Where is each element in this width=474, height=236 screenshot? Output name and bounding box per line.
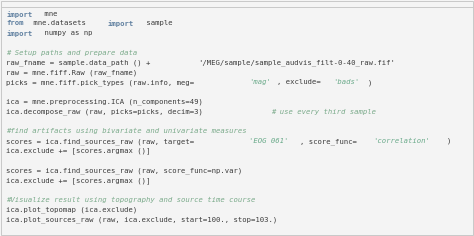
Text: scores = ica.find_sources_raw (raw, target=: scores = ica.find_sources_raw (raw, targ… — [6, 138, 194, 145]
Text: raw = mne.fiff.Raw (raw_fname): raw = mne.fiff.Raw (raw_fname) — [6, 69, 137, 76]
Text: ica.plot_sources_raw (raw, ica.exclude, start=100., stop=103.): ica.plot_sources_raw (raw, ica.exclude, … — [6, 216, 277, 223]
Text: # use every third sample: # use every third sample — [272, 109, 376, 115]
Text: ica.exclude += [scores.argmax ()]: ica.exclude += [scores.argmax ()] — [6, 177, 151, 184]
Text: 'mag': 'mag' — [249, 79, 271, 85]
Text: import: import — [108, 21, 134, 27]
Text: 'EOG 061': 'EOG 061' — [249, 138, 288, 144]
Text: 'bads': 'bads' — [334, 79, 360, 85]
Text: '/MEG/sample/sample_audvis_filt-0-40_raw.fif': '/MEG/sample/sample_audvis_filt-0-40_raw… — [198, 60, 395, 66]
Text: ica = mne.preprocessing.ICA (n_components=49): ica = mne.preprocessing.ICA (n_component… — [6, 99, 203, 105]
Text: , score_func=: , score_func= — [300, 138, 356, 145]
Text: # Setup paths and prepare data: # Setup paths and prepare data — [6, 50, 137, 56]
Text: #Visualize result using topography and source time course: #Visualize result using topography and s… — [6, 197, 255, 203]
Text: ica.plot_topomap (ica.exclude): ica.plot_topomap (ica.exclude) — [6, 206, 137, 213]
Text: #find artifacts using bivariate and univariate measures: #find artifacts using bivariate and univ… — [6, 128, 247, 134]
Text: ica.decompose_raw (raw, picks=picks, decim=3): ica.decompose_raw (raw, picks=picks, dec… — [6, 109, 212, 115]
Text: numpy as np: numpy as np — [40, 30, 92, 36]
Text: mne.datasets: mne.datasets — [29, 21, 90, 26]
Text: ica.exclude += [scores.argmax ()]: ica.exclude += [scores.argmax ()] — [6, 148, 151, 155]
Text: 'correlation': 'correlation' — [373, 138, 430, 144]
Text: raw_fname = sample.data_path () +: raw_fname = sample.data_path () + — [6, 60, 155, 66]
Text: ): ) — [447, 138, 451, 144]
Text: mne: mne — [40, 11, 57, 17]
Text: scores = ica.find_sources_raw (raw, score_func=np.var): scores = ica.find_sources_raw (raw, scor… — [6, 167, 242, 174]
Text: import: import — [6, 30, 32, 37]
Text: ): ) — [367, 79, 372, 86]
Text: sample: sample — [142, 21, 172, 26]
Text: from: from — [6, 21, 24, 26]
Text: picks = mne.fiff.pick_types (raw.info, meg=: picks = mne.fiff.pick_types (raw.info, m… — [6, 79, 194, 86]
Text: import: import — [6, 11, 32, 17]
Text: , exclude=: , exclude= — [277, 79, 321, 85]
